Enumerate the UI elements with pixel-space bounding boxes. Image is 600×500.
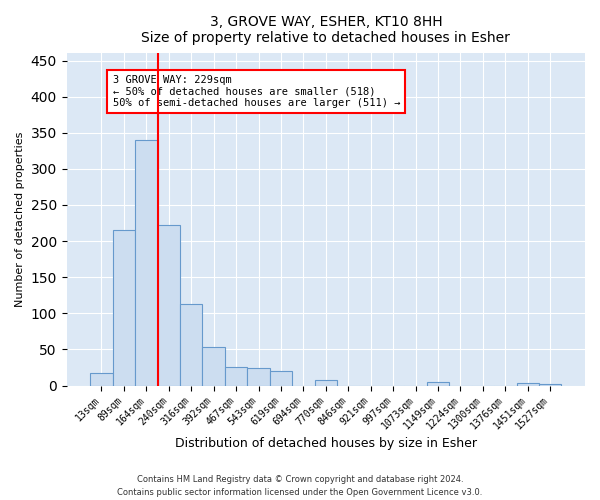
X-axis label: Distribution of detached houses by size in Esher: Distribution of detached houses by size …: [175, 437, 477, 450]
Text: 3 GROVE WAY: 229sqm
← 50% of detached houses are smaller (518)
50% of semi-detac: 3 GROVE WAY: 229sqm ← 50% of detached ho…: [113, 75, 400, 108]
Bar: [113, 230, 135, 386]
Bar: [90, 374, 113, 386]
Bar: [517, 384, 539, 386]
Bar: [247, 368, 270, 386]
Bar: [539, 384, 562, 386]
Bar: [202, 348, 225, 386]
Bar: [427, 382, 449, 386]
Bar: [135, 140, 158, 386]
Title: 3, GROVE WAY, ESHER, KT10 8HH
Size of property relative to detached houses in Es: 3, GROVE WAY, ESHER, KT10 8HH Size of pr…: [142, 15, 510, 45]
Y-axis label: Number of detached properties: Number of detached properties: [15, 132, 25, 307]
Text: Contains HM Land Registry data © Crown copyright and database right 2024.
Contai: Contains HM Land Registry data © Crown c…: [118, 476, 482, 497]
Bar: [270, 371, 292, 386]
Bar: [180, 304, 202, 386]
Bar: [158, 225, 180, 386]
Bar: [225, 367, 247, 386]
Bar: [314, 380, 337, 386]
